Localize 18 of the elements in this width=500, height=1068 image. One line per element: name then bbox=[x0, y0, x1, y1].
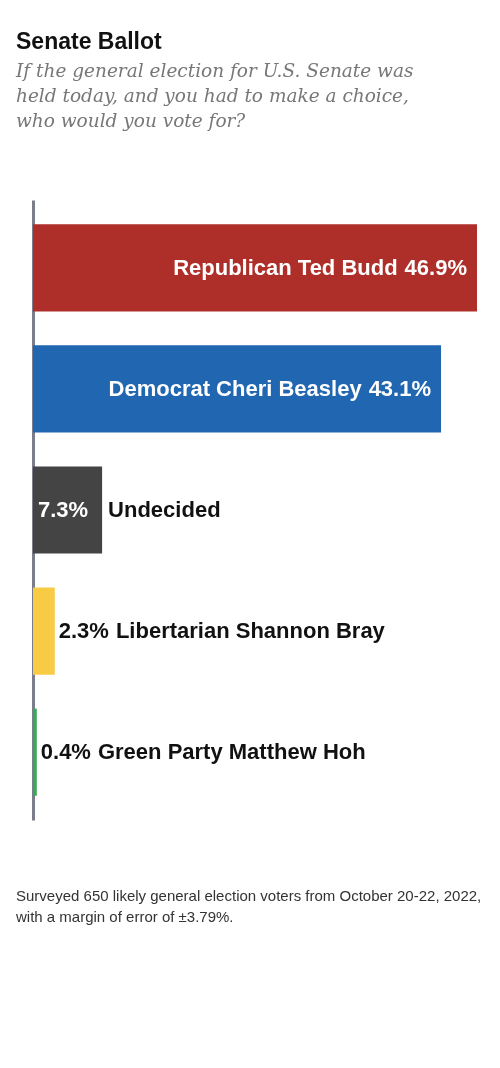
y-tick-label: Green Party Matthew Hoh bbox=[97, 739, 366, 765]
data-label: 2.3% bbox=[58, 618, 109, 644]
y-tick-label: Republican Ted Budd bbox=[173, 254, 398, 280]
bar bbox=[33, 224, 477, 312]
bar bbox=[33, 587, 55, 675]
bar bbox=[33, 466, 103, 554]
bar bbox=[33, 708, 37, 796]
y-tick-label: Democrat Cheri Beasley bbox=[108, 375, 363, 401]
data-label: 46.9% bbox=[404, 254, 467, 280]
data-label: 7.3% bbox=[38, 497, 89, 522]
data-label: 0.4% bbox=[40, 739, 91, 765]
y-tick-label: Undecided bbox=[108, 497, 221, 522]
chart-subtitle: If the general election for U.S. Senate was held today, and you had to make a choice, who would you vote for? bbox=[15, 59, 414, 131]
data-label: 43.1% bbox=[368, 375, 432, 401]
bar bbox=[33, 345, 442, 433]
chart-title: Senate Ballot bbox=[16, 27, 163, 54]
text: Surveyed 650 likely general election voters from October 20-22, 2022, with a margin of error of ±3.79%. bbox=[16, 886, 482, 927]
y-tick-label: Libertarian Shannon Bray bbox=[115, 618, 386, 644]
